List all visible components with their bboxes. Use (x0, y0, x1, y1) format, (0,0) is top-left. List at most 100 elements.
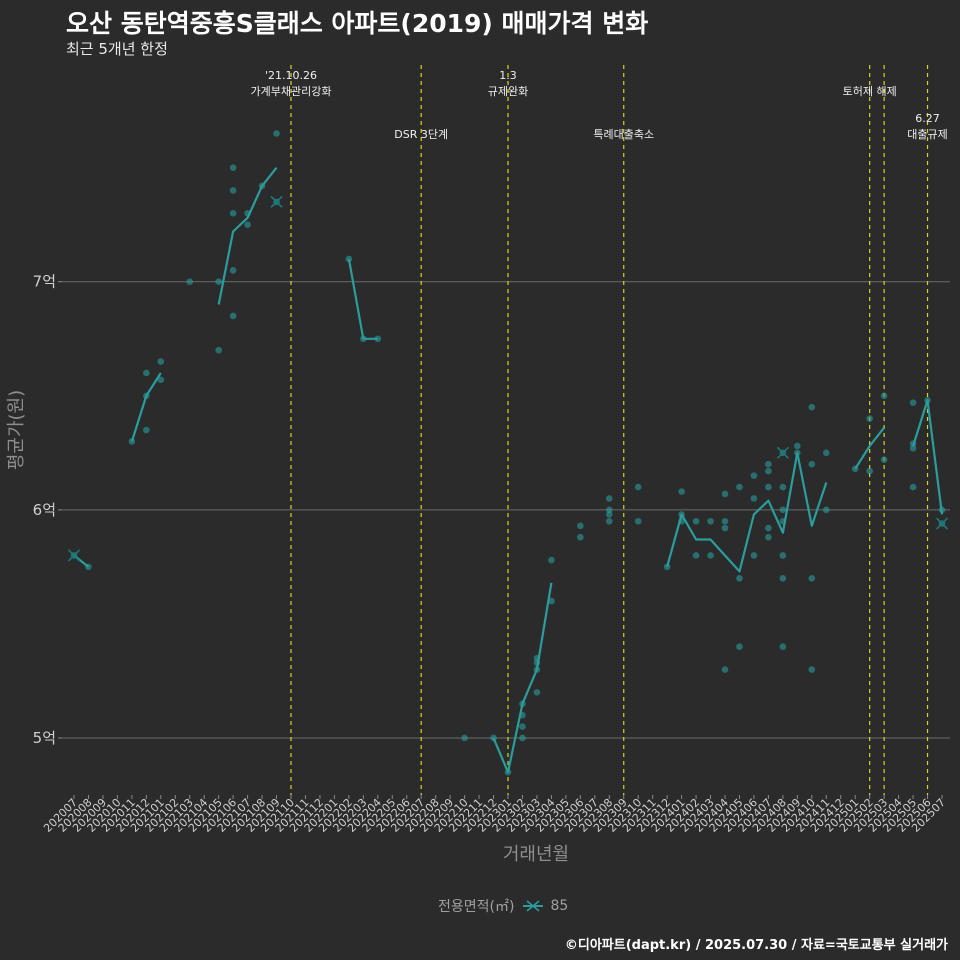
data-point (143, 369, 150, 377)
data-point (707, 517, 714, 525)
cross-marker-stroke (270, 195, 283, 208)
data-point (909, 444, 917, 452)
data-point (750, 552, 758, 559)
legend-label-85: 85 (550, 898, 569, 914)
data-point (779, 506, 787, 514)
plot-panel (62, 65, 950, 795)
data-point (519, 734, 526, 742)
data-point (736, 483, 743, 491)
data-point (143, 426, 150, 434)
data-point (866, 415, 873, 422)
data-point (822, 506, 830, 514)
data-point (736, 574, 743, 582)
event-label-line: 대출규제 (907, 128, 947, 141)
event-label: 1.3 규제완화 (488, 69, 528, 98)
data-point (577, 522, 584, 530)
event-label-line: 토허제 해제 (843, 84, 897, 98)
source-caption: ©디아파트(dapt.kr) / 2025.07.30 / 자료=국토교통부 실… (564, 938, 948, 953)
event-label: 토허제 해제 (843, 84, 897, 98)
data-point (822, 449, 830, 457)
event-label-line: 1.3 (499, 69, 517, 82)
y-axis-title: 평균가(원) (6, 390, 27, 470)
event-label-line: 규제완화 (488, 85, 528, 98)
cross-marker (270, 195, 283, 208)
legend: 전용면적(㎡) 85 (438, 896, 568, 916)
data-point (605, 517, 613, 525)
data-point (721, 666, 729, 673)
y-tick-label: 5억 (33, 729, 56, 747)
data-point (273, 130, 280, 137)
data-point (605, 506, 613, 514)
cross-marker-stroke (935, 517, 949, 530)
data-point (765, 533, 772, 541)
cross-marker (935, 517, 949, 530)
data-point (229, 312, 237, 320)
data-point (880, 456, 888, 463)
event-label: '21.10.26 가계부채관리강화 (251, 69, 332, 98)
data-point (909, 483, 917, 491)
data-point (229, 209, 237, 217)
data-point (577, 533, 584, 541)
y-tick-label: 7억 (33, 273, 56, 291)
data-point (779, 552, 787, 559)
data-point (765, 524, 772, 532)
data-point (765, 483, 772, 491)
data-point (157, 376, 165, 384)
data-point (808, 574, 816, 582)
legend-key-85 (523, 900, 544, 912)
data-point (750, 495, 758, 502)
data-point (779, 483, 787, 491)
data-point (808, 460, 816, 468)
event-label-line: 6.27 (915, 112, 940, 125)
data-point (678, 488, 685, 495)
event-label: 특례대출축소 (593, 128, 654, 141)
data-point (186, 278, 194, 286)
data-point (707, 552, 714, 559)
chart-subtitle: 최근 5개년 한정 (66, 40, 168, 58)
data-point (721, 517, 729, 525)
chart-title: 오산 동탄역중흥S클래스 아파트(2019) 매매가격 변화 (66, 9, 649, 38)
data-point (765, 460, 772, 468)
data-point (779, 574, 787, 582)
data-point (215, 278, 222, 286)
data-point (750, 472, 758, 479)
series-line-85 (492, 582, 553, 774)
data-point (605, 511, 613, 518)
data-point (736, 643, 743, 651)
event-label-line: DSR 3단계 (394, 128, 448, 141)
data-point (548, 556, 555, 564)
x-axis-title: 거래년월 (503, 844, 569, 865)
data-point (721, 490, 729, 498)
data-point (229, 164, 237, 171)
series-line-85 (130, 372, 162, 442)
data-point (721, 524, 729, 532)
data-point (765, 467, 772, 475)
series-line-85 (912, 399, 944, 515)
data-point (605, 495, 613, 502)
legend-title: 전용면적(㎡) (438, 899, 515, 915)
data-point (794, 442, 801, 450)
data-point (519, 723, 526, 730)
cross-marker (67, 549, 81, 562)
cross-marker (776, 446, 789, 459)
data-point (215, 346, 222, 354)
series-line-85 (666, 451, 828, 573)
cross-marker-stroke (67, 549, 81, 562)
data-point (866, 467, 873, 475)
series-line-85 (217, 167, 278, 305)
data-point (548, 597, 555, 605)
event-label: 6.27 대출규제 (907, 112, 947, 141)
data-point (634, 483, 642, 491)
data-point (779, 643, 787, 651)
data-point (692, 517, 700, 525)
data-point (808, 403, 816, 411)
event-label-line: '21.10.26 (265, 69, 317, 82)
y-tick-label: 6억 (33, 501, 56, 519)
data-point (229, 267, 237, 274)
event-label: DSR 3단계 (394, 128, 448, 141)
data-point (880, 392, 888, 400)
data-point (808, 666, 816, 673)
series-line-85 (854, 427, 885, 470)
data-point (634, 517, 642, 525)
cross-marker-stroke (776, 446, 789, 459)
